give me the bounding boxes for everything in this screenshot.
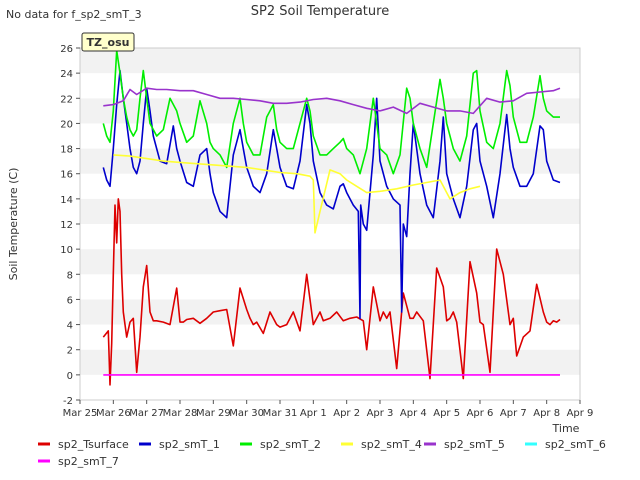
y-tick-label: 20: [60, 119, 73, 130]
y-tick-label: 0: [67, 371, 73, 382]
x-tick-label: Apr 7: [500, 408, 527, 419]
y-tick-label: 14: [60, 195, 73, 206]
series-layer: [102, 49, 561, 386]
no-data-message: No data for f_sp2_smT_3: [6, 8, 142, 21]
y-tick-label: 6: [67, 295, 73, 306]
y-tick-label: 8: [67, 270, 73, 281]
legend-label: sp2_Tsurface: [58, 438, 129, 451]
legend-label: sp2_smT_6: [545, 438, 606, 451]
y-tick-label: 4: [67, 321, 73, 332]
grid-band: [80, 224, 580, 250]
x-tick-label: Apr 4: [400, 408, 427, 419]
grid-bands: [80, 48, 580, 400]
grid-band: [80, 249, 580, 275]
grid-band: [80, 299, 580, 325]
grid-band: [80, 198, 580, 224]
y-tick-label: 10: [60, 245, 73, 256]
x-tick-label: Mar 27: [129, 408, 164, 419]
x-axis-label: Time: [552, 422, 580, 435]
y-tick-label: 22: [60, 94, 73, 105]
grid-band: [80, 374, 580, 400]
legend: sp2_Tsurface sp2_smT_1 sp2_smT_2 sp2_smT_4 s…: [38, 438, 606, 468]
x-tick-label: Apr 8: [533, 408, 560, 419]
legend-label: sp2_smT_5: [444, 438, 505, 451]
y-tick-label: 12: [60, 220, 73, 231]
series-line-sp2_smT_4: [113, 154, 481, 234]
series-line-sp2_smT_5: [103, 87, 561, 115]
grid-band: [80, 48, 580, 74]
x-tick-label: Mar 30: [229, 408, 264, 419]
legend-label: sp2_smT_1: [159, 438, 220, 451]
series-line-sp2_smT_1: [102, 69, 561, 320]
x-tick-label: Apr 3: [367, 408, 394, 419]
x-tick-label: Mar 26: [96, 408, 131, 419]
y-tick-label: 16: [60, 170, 73, 181]
series-line-sp2_smT_2: [102, 49, 560, 175]
x-tick-label: Apr 1: [300, 408, 327, 419]
chart-title: SP2 Soil Temperature: [251, 4, 389, 19]
x-tick-label: Mar 25: [63, 408, 98, 419]
y-tick-label: -2: [63, 396, 73, 407]
x-tick-label: Apr 9: [567, 408, 594, 419]
y-tick-label: 18: [60, 145, 73, 156]
x-tick-label: Apr 5: [433, 408, 460, 419]
legend-label: sp2_smT_7: [58, 455, 119, 468]
x-tick-label: Apr 2: [333, 408, 360, 419]
timezone-badge: TZ_osu: [81, 32, 135, 52]
grid-band: [80, 274, 580, 300]
grid-band: [80, 324, 580, 350]
grid-band: [80, 98, 580, 124]
timezone-badge-label: TZ_osu: [87, 36, 130, 49]
legend-label: sp2_smT_4: [361, 438, 422, 451]
y-tick-label: 2: [67, 346, 73, 357]
grid-band: [80, 173, 580, 199]
x-tick-label: Mar 31: [263, 408, 298, 419]
grid-band: [80, 73, 580, 99]
x-tick-label: Mar 29: [196, 408, 231, 419]
y-axis-label: Soil Temperature (C): [7, 168, 20, 281]
y-tick-label: 24: [60, 69, 73, 80]
x-tick-label: Apr 6: [467, 408, 494, 419]
series-line-sp2_Tsurface: [102, 198, 561, 386]
grid-band: [80, 349, 580, 375]
y-tick-label: 26: [60, 44, 73, 55]
x-tick-label: Mar 28: [163, 408, 198, 419]
legend-label: sp2_smT_2: [260, 438, 321, 451]
